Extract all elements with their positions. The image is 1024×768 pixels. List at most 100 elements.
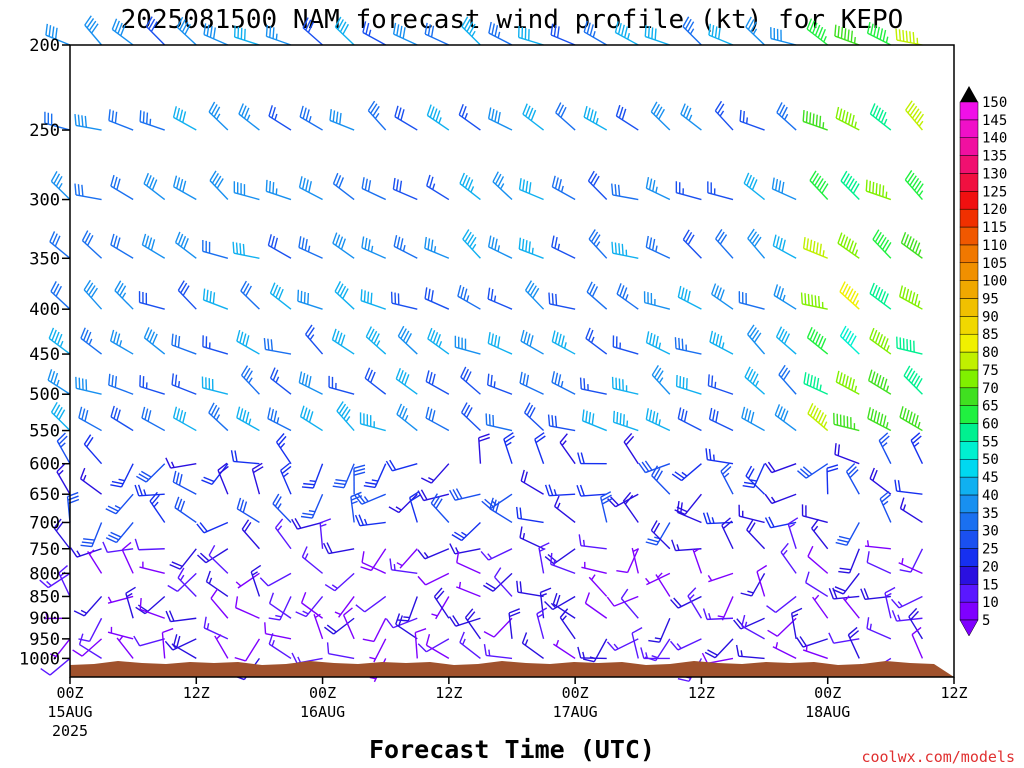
wind-barb: [174, 496, 197, 524]
wind-barb: [867, 369, 892, 395]
wind-barb: [517, 26, 544, 46]
wind-barb: [576, 484, 607, 497]
wind-barb: [39, 572, 71, 589]
wind-barb: [585, 327, 608, 355]
wind-barb: [298, 176, 323, 201]
wind-barb: [481, 493, 513, 510]
wind-barb: [48, 327, 71, 355]
wind-barb: [134, 484, 165, 497]
wind-barb: [259, 572, 292, 587]
wind-barb: [263, 338, 292, 355]
wind-barb: [612, 410, 639, 432]
colorbar-segment: [959, 423, 979, 442]
wind-barb: [898, 285, 923, 310]
wind-barb: [833, 412, 860, 432]
wind-barb: [806, 18, 829, 46]
wind-barb: [268, 592, 292, 619]
wind-barb: [74, 183, 102, 201]
wind-barb: [847, 626, 860, 659]
colorbar-segment: [959, 566, 979, 585]
wind-barb: [682, 229, 702, 259]
wind-barb: [895, 28, 923, 46]
wind-barb: [172, 406, 197, 432]
x-tick-date: 16AUG: [300, 703, 345, 721]
colorbar-label: 70: [982, 381, 999, 397]
wind-barb: [869, 103, 892, 131]
wind-barb: [739, 109, 765, 131]
y-tick-label: 500: [29, 385, 60, 405]
colorbar-segment: [959, 316, 979, 335]
wind-barb: [109, 329, 134, 355]
wind-barb: [202, 335, 229, 355]
wind-barb: [488, 21, 513, 46]
wind-barb: [548, 292, 576, 310]
wind-barb: [50, 638, 71, 660]
wind-barb: [778, 364, 797, 395]
wind-barb: [424, 22, 450, 46]
wind-barb: [766, 595, 797, 614]
wind-barb: [884, 586, 896, 619]
wind-barb: [354, 493, 386, 505]
credit-text: coolwx.com/models: [861, 748, 1015, 766]
colorbar-segment: [959, 494, 979, 514]
wind-barb: [81, 230, 103, 259]
wind-barb: [584, 592, 608, 619]
wind-barb: [578, 534, 607, 550]
wind-barb: [803, 372, 829, 395]
colorbar-label: 45: [982, 470, 999, 486]
wind-barb: [58, 565, 71, 597]
wind-barb: [839, 325, 860, 355]
colorbar-label: 10: [982, 595, 999, 611]
x-tick-label: 00Z: [56, 684, 83, 702]
wind-barb: [201, 463, 229, 485]
wind-barb: [714, 100, 734, 131]
colorbar-label: 55: [982, 434, 999, 450]
wind-barb: [360, 289, 386, 310]
wind-barb: [171, 333, 197, 355]
wind-barb: [828, 587, 860, 600]
wind-barb: [802, 644, 828, 660]
wind-barb: [300, 493, 324, 519]
wind-barb: [367, 100, 387, 131]
wind-barb: [72, 638, 103, 657]
wind-barb: [741, 406, 765, 432]
wind-barb: [900, 232, 923, 259]
colorbar-segment: [959, 101, 979, 121]
wind-barb: [534, 432, 546, 464]
wind-barb: [84, 15, 103, 46]
wind-barb: [600, 491, 613, 523]
wind-barb: [651, 365, 671, 395]
colorbar-label: 145: [982, 113, 1007, 129]
wind-barb: [834, 443, 860, 465]
x-tick-date: 15AUG: [47, 703, 92, 721]
wind-barb: [425, 406, 450, 432]
wind-barb: [764, 461, 797, 474]
wind-barb: [747, 228, 766, 259]
x-tick-label: 12Z: [940, 684, 967, 702]
wind-barb: [550, 23, 576, 46]
wind-barb: [899, 497, 923, 524]
terrain-layer: [70, 661, 954, 677]
wind-barb: [359, 412, 386, 432]
wind-barb: [458, 103, 481, 131]
wind-barb: [771, 177, 797, 201]
wind-barb: [125, 586, 136, 619]
wind-barb: [143, 172, 166, 201]
colorbar-label: 100: [982, 274, 1007, 290]
wind-barb: [464, 608, 482, 640]
colorbar-label: 135: [982, 149, 1007, 165]
wind-barb: [409, 490, 421, 523]
colorbar-segment: [959, 262, 979, 281]
wind-barb: [767, 617, 797, 637]
wind-barb: [904, 170, 924, 200]
wind-barb: [139, 110, 165, 131]
wind-barb: [110, 174, 134, 201]
colorbar-label: 25: [982, 542, 999, 558]
wind-barb: [606, 595, 639, 607]
wind-barb: [800, 292, 828, 310]
wind-barb: [56, 432, 71, 465]
wind-barb: [899, 406, 923, 432]
wind-barb: [392, 22, 418, 46]
wind-barb: [265, 179, 292, 201]
